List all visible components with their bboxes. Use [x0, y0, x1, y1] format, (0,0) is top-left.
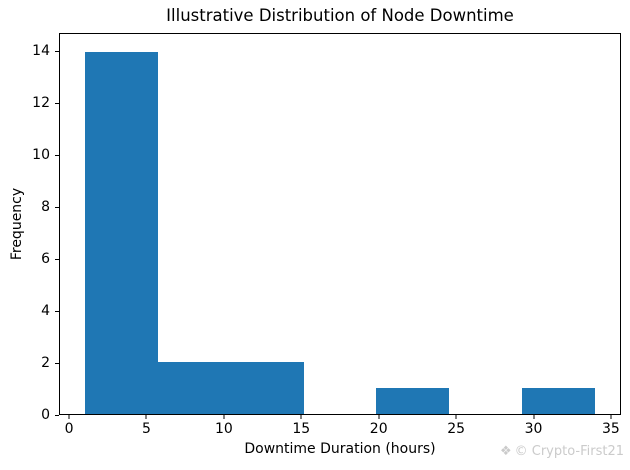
x-tick-mark	[223, 415, 225, 419]
y-tick-mark	[55, 102, 59, 104]
y-tick-label: 4	[41, 303, 50, 320]
y-tick-mark	[55, 206, 59, 208]
y-tick-mark	[55, 310, 59, 312]
histogram-bar	[376, 388, 450, 414]
x-tick-label: 0	[64, 421, 74, 437]
y-axis-ticks: 0 2 4 6 8 10 12 14	[0, 33, 59, 422]
x-tick-label: 5	[142, 421, 151, 437]
x-tick-label: 35	[602, 421, 620, 437]
x-tick-mark	[300, 415, 302, 419]
x-tick-mark	[610, 415, 612, 419]
y-tick-mark	[55, 414, 59, 416]
x-tick-mark	[533, 415, 535, 419]
watermark-logo-icon: ❖	[499, 444, 512, 459]
y-tick-mark	[55, 362, 59, 364]
watermark: ❖ © Crypto-First21	[500, 444, 624, 460]
plot-area	[59, 33, 621, 415]
y-tick-label: 8	[41, 199, 50, 216]
x-tick-label: 20	[369, 421, 388, 437]
x-axis-ticks: 0 5 10 15 20 25 30 35	[59, 415, 621, 449]
x-tick-label: 25	[447, 421, 466, 437]
y-tick-label: 10	[32, 147, 50, 164]
y-tick-mark	[55, 154, 59, 156]
histogram-bar	[85, 52, 159, 414]
histogram-bar	[230, 362, 304, 414]
x-tick-mark	[68, 415, 70, 419]
y-tick-label: 14	[32, 43, 50, 60]
y-tick-mark	[55, 258, 59, 260]
y-tick-mark	[55, 50, 59, 52]
x-axis-label: Downtime Duration (hours)	[244, 441, 436, 457]
x-tick-label: 15	[292, 421, 311, 437]
x-tick-mark	[145, 415, 147, 419]
y-tick-label: 0	[41, 407, 50, 423]
histogram-bar	[521, 388, 595, 414]
histogram-bar	[158, 362, 231, 414]
x-tick-label: 30	[524, 421, 543, 437]
watermark-text: © Crypto-First21	[514, 444, 624, 459]
x-tick-mark	[378, 415, 380, 419]
x-tick-mark	[455, 415, 457, 419]
y-tick-label: 12	[32, 95, 50, 112]
y-tick-label: 2	[41, 355, 50, 372]
x-tick-label: 10	[214, 421, 233, 437]
y-tick-label: 6	[41, 251, 50, 268]
chart-title: Illustrative Distribution of Node Downti…	[166, 6, 514, 25]
